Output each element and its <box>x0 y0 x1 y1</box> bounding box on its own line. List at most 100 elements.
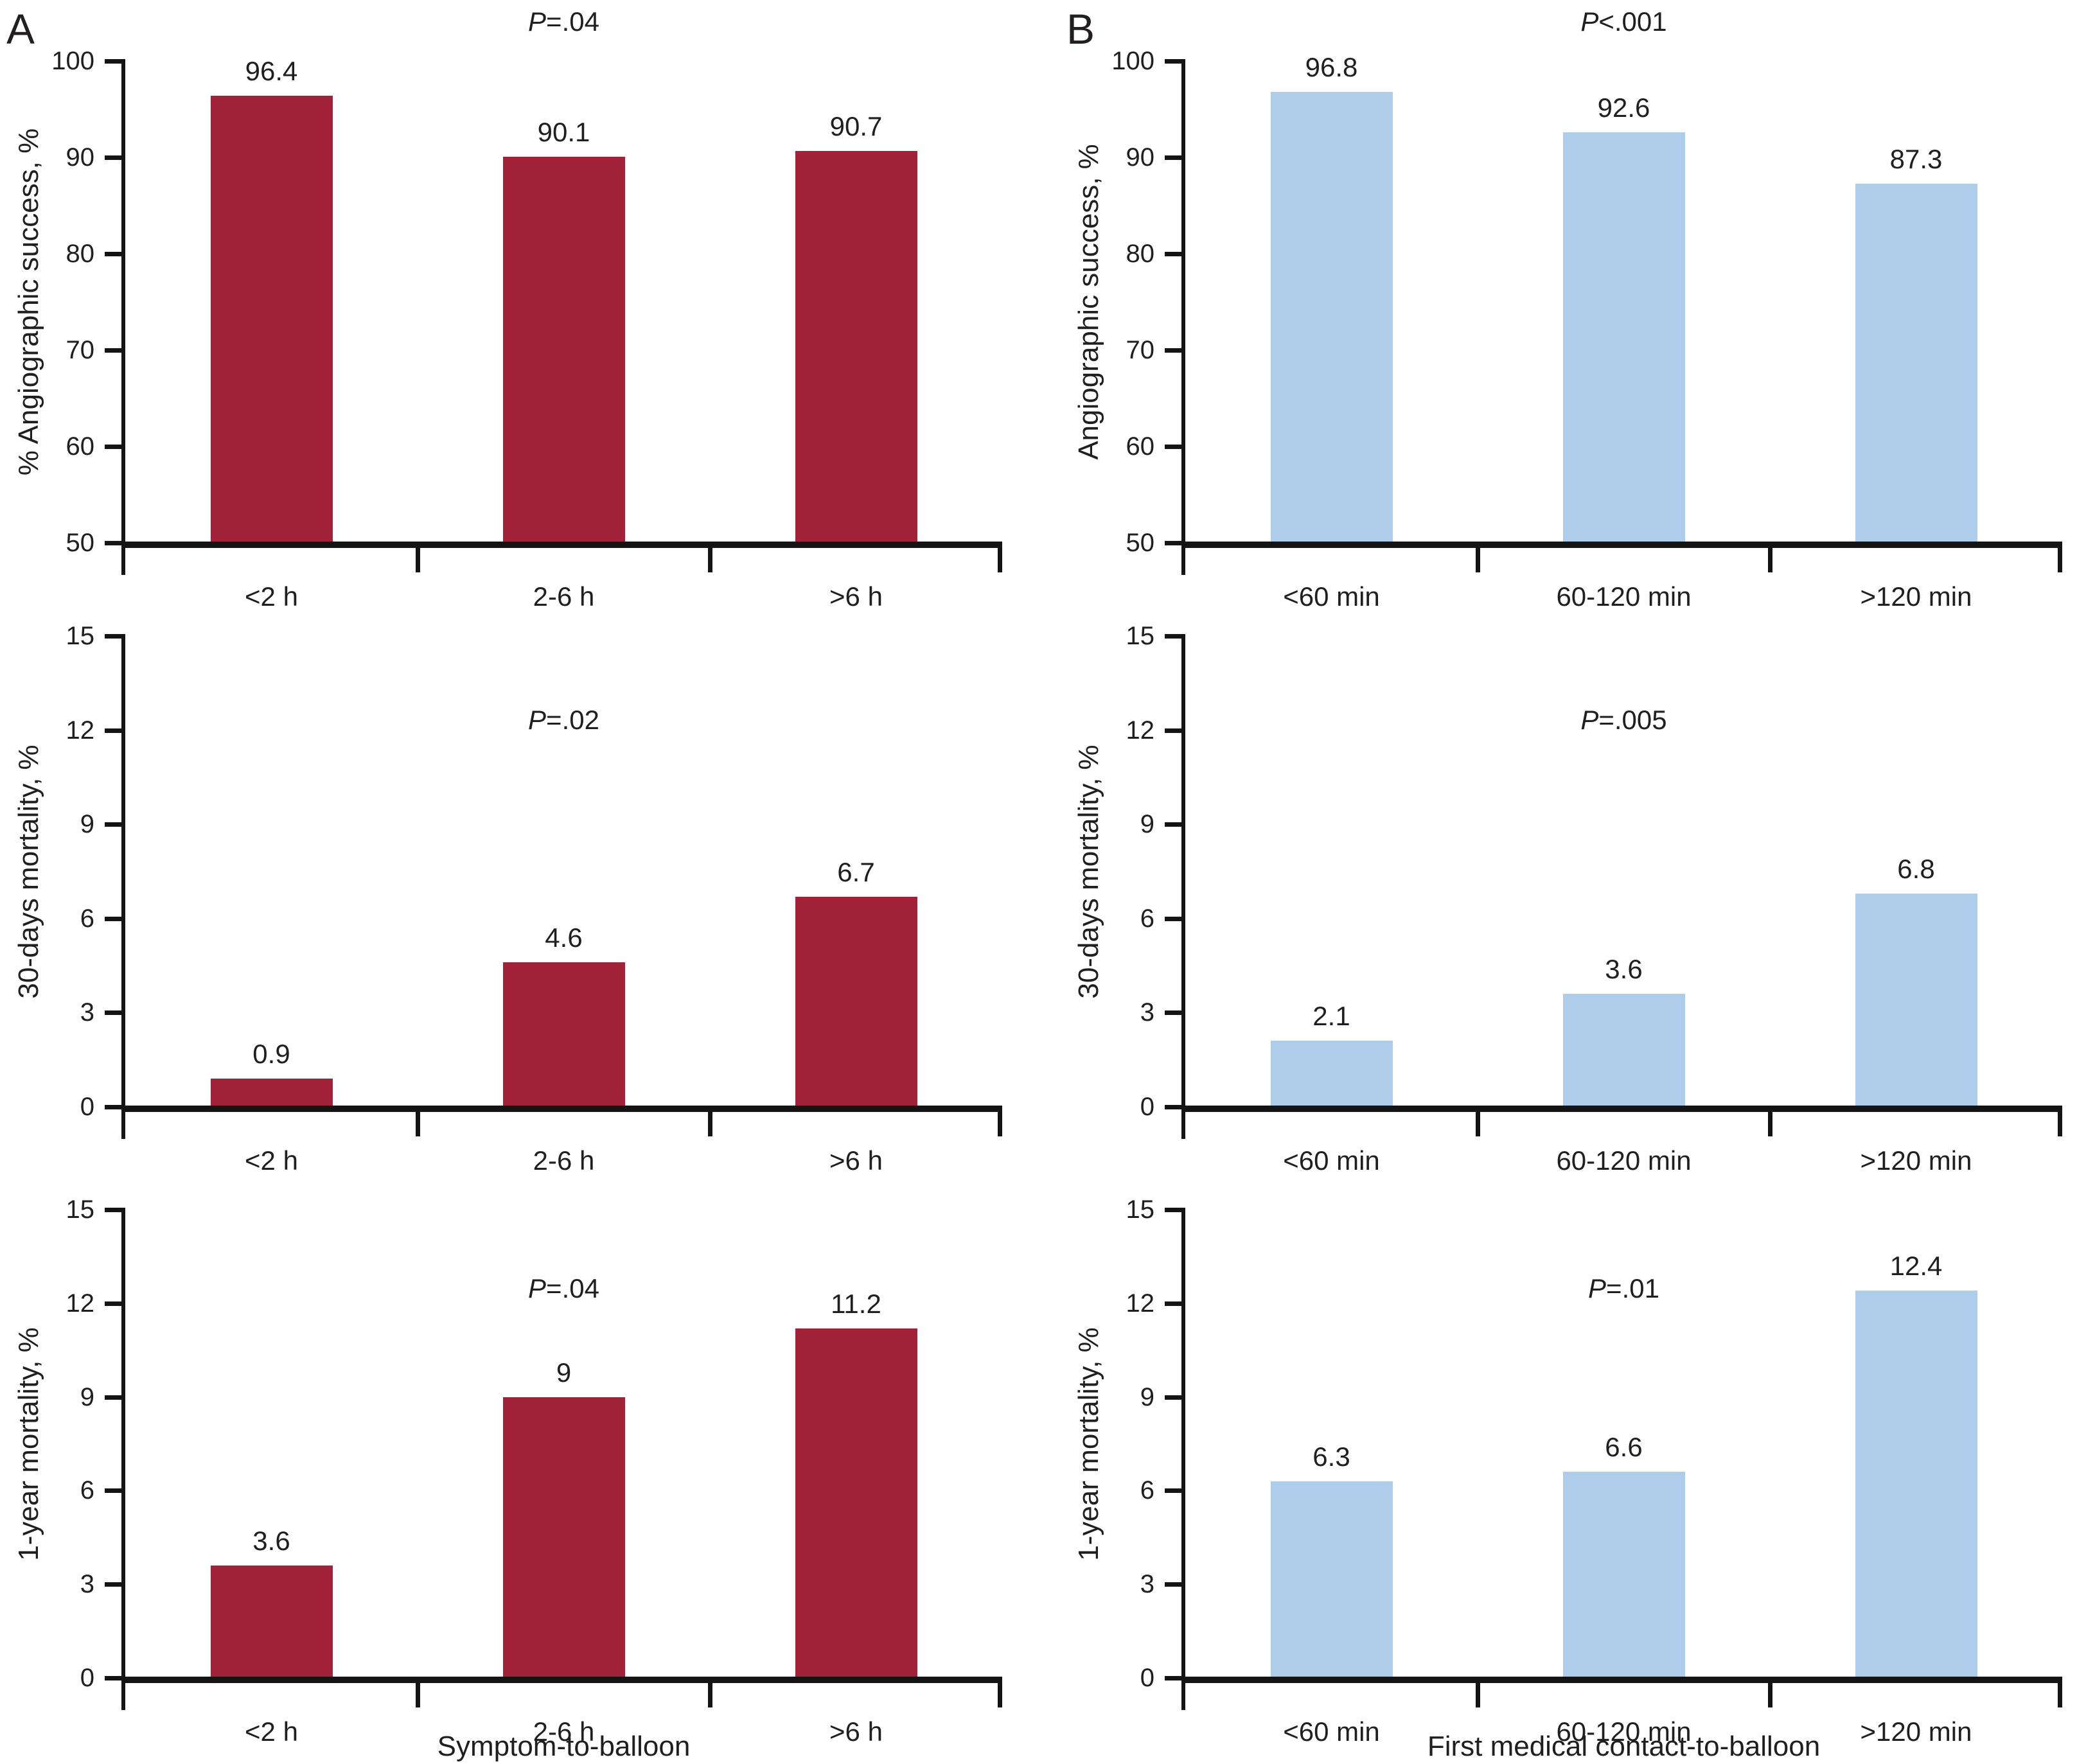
x-category-label: <60 min <box>1283 581 1380 612</box>
bar-1 <box>1270 1041 1393 1107</box>
y-tick-label: 15 <box>1126 622 1155 650</box>
bar-2 <box>1562 132 1685 543</box>
y-tick-label: 12 <box>1126 1289 1155 1318</box>
y-tick-mark <box>1165 348 1181 353</box>
x-axis-line <box>1181 1677 2062 1683</box>
x-tick-mark <box>2058 1683 2062 1707</box>
x-tick-mark <box>708 1683 712 1707</box>
bar-value-label: 2.1 <box>1312 1001 1350 1032</box>
x-axis-title: First medical contact-to-balloon <box>1427 1731 1821 1762</box>
y-tick-mark <box>1165 445 1181 449</box>
x-tick-mark <box>1476 1112 1480 1136</box>
bar-value-label: 4.6 <box>545 922 583 953</box>
y-tick-label: 3 <box>1140 998 1154 1027</box>
bar-value-label: 6.3 <box>1312 1441 1350 1472</box>
y-tick-mark <box>1165 155 1181 160</box>
y-tick-mark <box>105 634 121 639</box>
x-axis-line <box>121 1677 1002 1683</box>
bar-1 <box>210 1566 333 1678</box>
bar-1 <box>1270 1481 1393 1678</box>
y-tick-label: 9 <box>80 1382 94 1411</box>
y-tick-mark <box>1165 59 1181 64</box>
y-axis-line <box>121 59 125 575</box>
bar-2 <box>502 962 625 1107</box>
bar-value-label: 87.3 <box>1889 143 1943 174</box>
y-tick-label: 50 <box>66 529 95 557</box>
x-axis-line <box>121 542 1002 548</box>
p-value-label: P<.001 <box>1580 6 1667 37</box>
x-axis-line <box>1181 1106 2062 1112</box>
bar-value-label: 6.6 <box>1605 1432 1643 1463</box>
y-tick-mark <box>1165 728 1181 733</box>
y-tick-mark <box>105 1676 121 1680</box>
y-tick-label: 0 <box>1140 1093 1154 1121</box>
x-category-label: 2-6 h <box>533 1716 595 1747</box>
bar-1 <box>210 1079 333 1107</box>
x-category-label: >6 h <box>829 1716 883 1747</box>
y-axis-title: 1-year mortality, % <box>13 1327 44 1561</box>
y-tick-mark <box>1165 1208 1181 1212</box>
bar-1 <box>210 96 333 543</box>
x-tick-mark <box>2058 548 2062 572</box>
y-tick-mark <box>105 1208 121 1212</box>
y-axis-line <box>121 634 125 1139</box>
y-tick-label: 50 <box>1126 529 1155 557</box>
y-tick-label: 100 <box>51 47 94 75</box>
bar-2 <box>502 1397 625 1678</box>
x-tick-mark <box>708 548 712 572</box>
y-tick-mark <box>105 1010 121 1016</box>
y-tick-mark <box>105 728 121 733</box>
y-tick-label: 70 <box>66 336 95 364</box>
y-tick-label: 3 <box>80 1570 94 1599</box>
bar-3 <box>795 896 917 1107</box>
bar-value-label: 90.7 <box>829 110 883 141</box>
y-tick-label: 70 <box>1126 336 1155 364</box>
x-axis-line <box>1181 542 2062 548</box>
bar-3 <box>1855 1291 1977 1678</box>
y-tick-mark <box>105 1301 121 1306</box>
x-tick-mark <box>2058 1112 2062 1136</box>
x-category-label: 60-120 min <box>1556 1716 1692 1747</box>
y-tick-label: 6 <box>1140 1476 1154 1505</box>
bar-value-label: 6.7 <box>837 856 875 887</box>
y-tick-mark <box>1165 634 1181 639</box>
y-tick-mark <box>105 541 121 545</box>
x-category-label: >6 h <box>829 581 883 612</box>
x-category-label: <2 h <box>245 581 298 612</box>
y-tick-mark <box>105 155 121 160</box>
bar-3 <box>795 1328 917 1678</box>
y-tick-label: 9 <box>1140 1382 1154 1411</box>
y-tick-label: 3 <box>80 998 94 1027</box>
p-value-label: P=.02 <box>528 705 599 735</box>
y-tick-mark <box>1165 1105 1181 1109</box>
y-tick-mark <box>1165 541 1181 545</box>
x-tick-mark <box>416 1112 420 1136</box>
bar-1 <box>1270 92 1393 543</box>
y-tick-label: 6 <box>1140 904 1154 933</box>
y-tick-label: 0 <box>80 1664 94 1692</box>
x-tick-mark <box>708 1112 712 1136</box>
y-tick-mark <box>105 445 121 449</box>
y-tick-mark <box>105 348 121 353</box>
y-tick-mark <box>1165 252 1181 256</box>
y-tick-label: 12 <box>66 716 95 745</box>
p-value-label: P=.04 <box>528 6 599 37</box>
y-tick-mark <box>1165 1010 1181 1016</box>
bar-value-label: 6.8 <box>1897 853 1935 884</box>
bar-value-label: 92.6 <box>1597 93 1650 123</box>
x-category-label: 2-6 h <box>533 581 595 612</box>
x-tick-mark <box>998 548 1002 572</box>
y-tick-label: 60 <box>1126 432 1155 461</box>
y-tick-label: 3 <box>1140 1570 1154 1599</box>
y-tick-label: 6 <box>80 904 94 933</box>
y-tick-mark <box>1165 1301 1181 1306</box>
bar-value-label: 9 <box>556 1357 572 1388</box>
y-tick-mark <box>1165 916 1181 921</box>
x-category-label: <2 h <box>245 1716 298 1747</box>
p-value-label: P=.01 <box>1588 1273 1659 1303</box>
x-tick-mark <box>416 1683 420 1707</box>
y-tick-label: 100 <box>1111 47 1154 75</box>
bar-value-label: 3.6 <box>252 1526 290 1557</box>
y-axis-line <box>1181 634 1185 1139</box>
x-category-label: >120 min <box>1860 1716 1972 1747</box>
